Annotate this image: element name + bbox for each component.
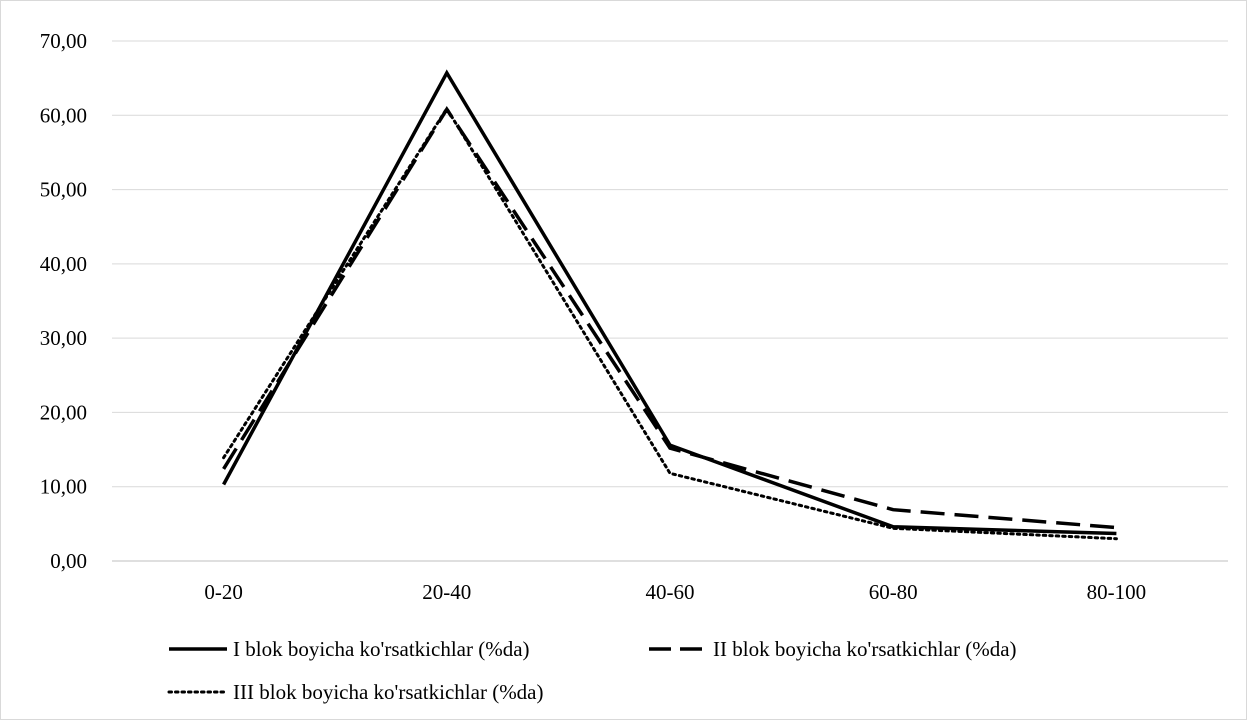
y-tick-label: 0,00: [50, 549, 87, 573]
x-tick-label: 60-80: [869, 580, 918, 604]
legend-label: I blok boyicha ko'rsatkichlar (%da): [233, 637, 530, 661]
axes: 0,00 10,00 20,00 30,00 40,00 50,00 60,00 70,00 0…: [40, 29, 1228, 604]
series-line-1: [222, 69, 1117, 536]
legend-item: III blok boyicha ko'rsatkichlar (%da): [167, 680, 544, 704]
legend: I blok boyicha ko'rsatkichlar (%da) II bl…: [167, 637, 1017, 704]
x-tick-label: 0-20: [204, 580, 243, 604]
y-tick-label: 40,00: [40, 252, 87, 276]
legend-item: I blok boyicha ko'rsatkichlar (%da): [169, 637, 530, 661]
y-tick-label: 50,00: [40, 178, 87, 202]
legend-item: II blok boyicha ko'rsatkichlar (%da): [649, 637, 1017, 661]
x-tick-label: 20-40: [422, 580, 471, 604]
y-tick-label: 10,00: [40, 475, 87, 499]
x-tick-label: 80-100: [1087, 580, 1147, 604]
gridlines: [112, 40, 1228, 488]
y-tick-label: 70,00: [40, 29, 87, 53]
series-line-3: [222, 105, 1118, 541]
series-lines: [222, 69, 1118, 541]
y-tick-label: 30,00: [40, 326, 87, 350]
y-tick-label: 20,00: [40, 400, 87, 424]
x-tick-label: 40-60: [646, 580, 695, 604]
legend-label: III blok boyicha ko'rsatkichlar (%da): [233, 680, 544, 704]
series-line-2: [222, 106, 1117, 530]
legend-label: II blok boyicha ko'rsatkichlar (%da): [713, 637, 1017, 661]
y-tick-label: 60,00: [40, 103, 87, 127]
